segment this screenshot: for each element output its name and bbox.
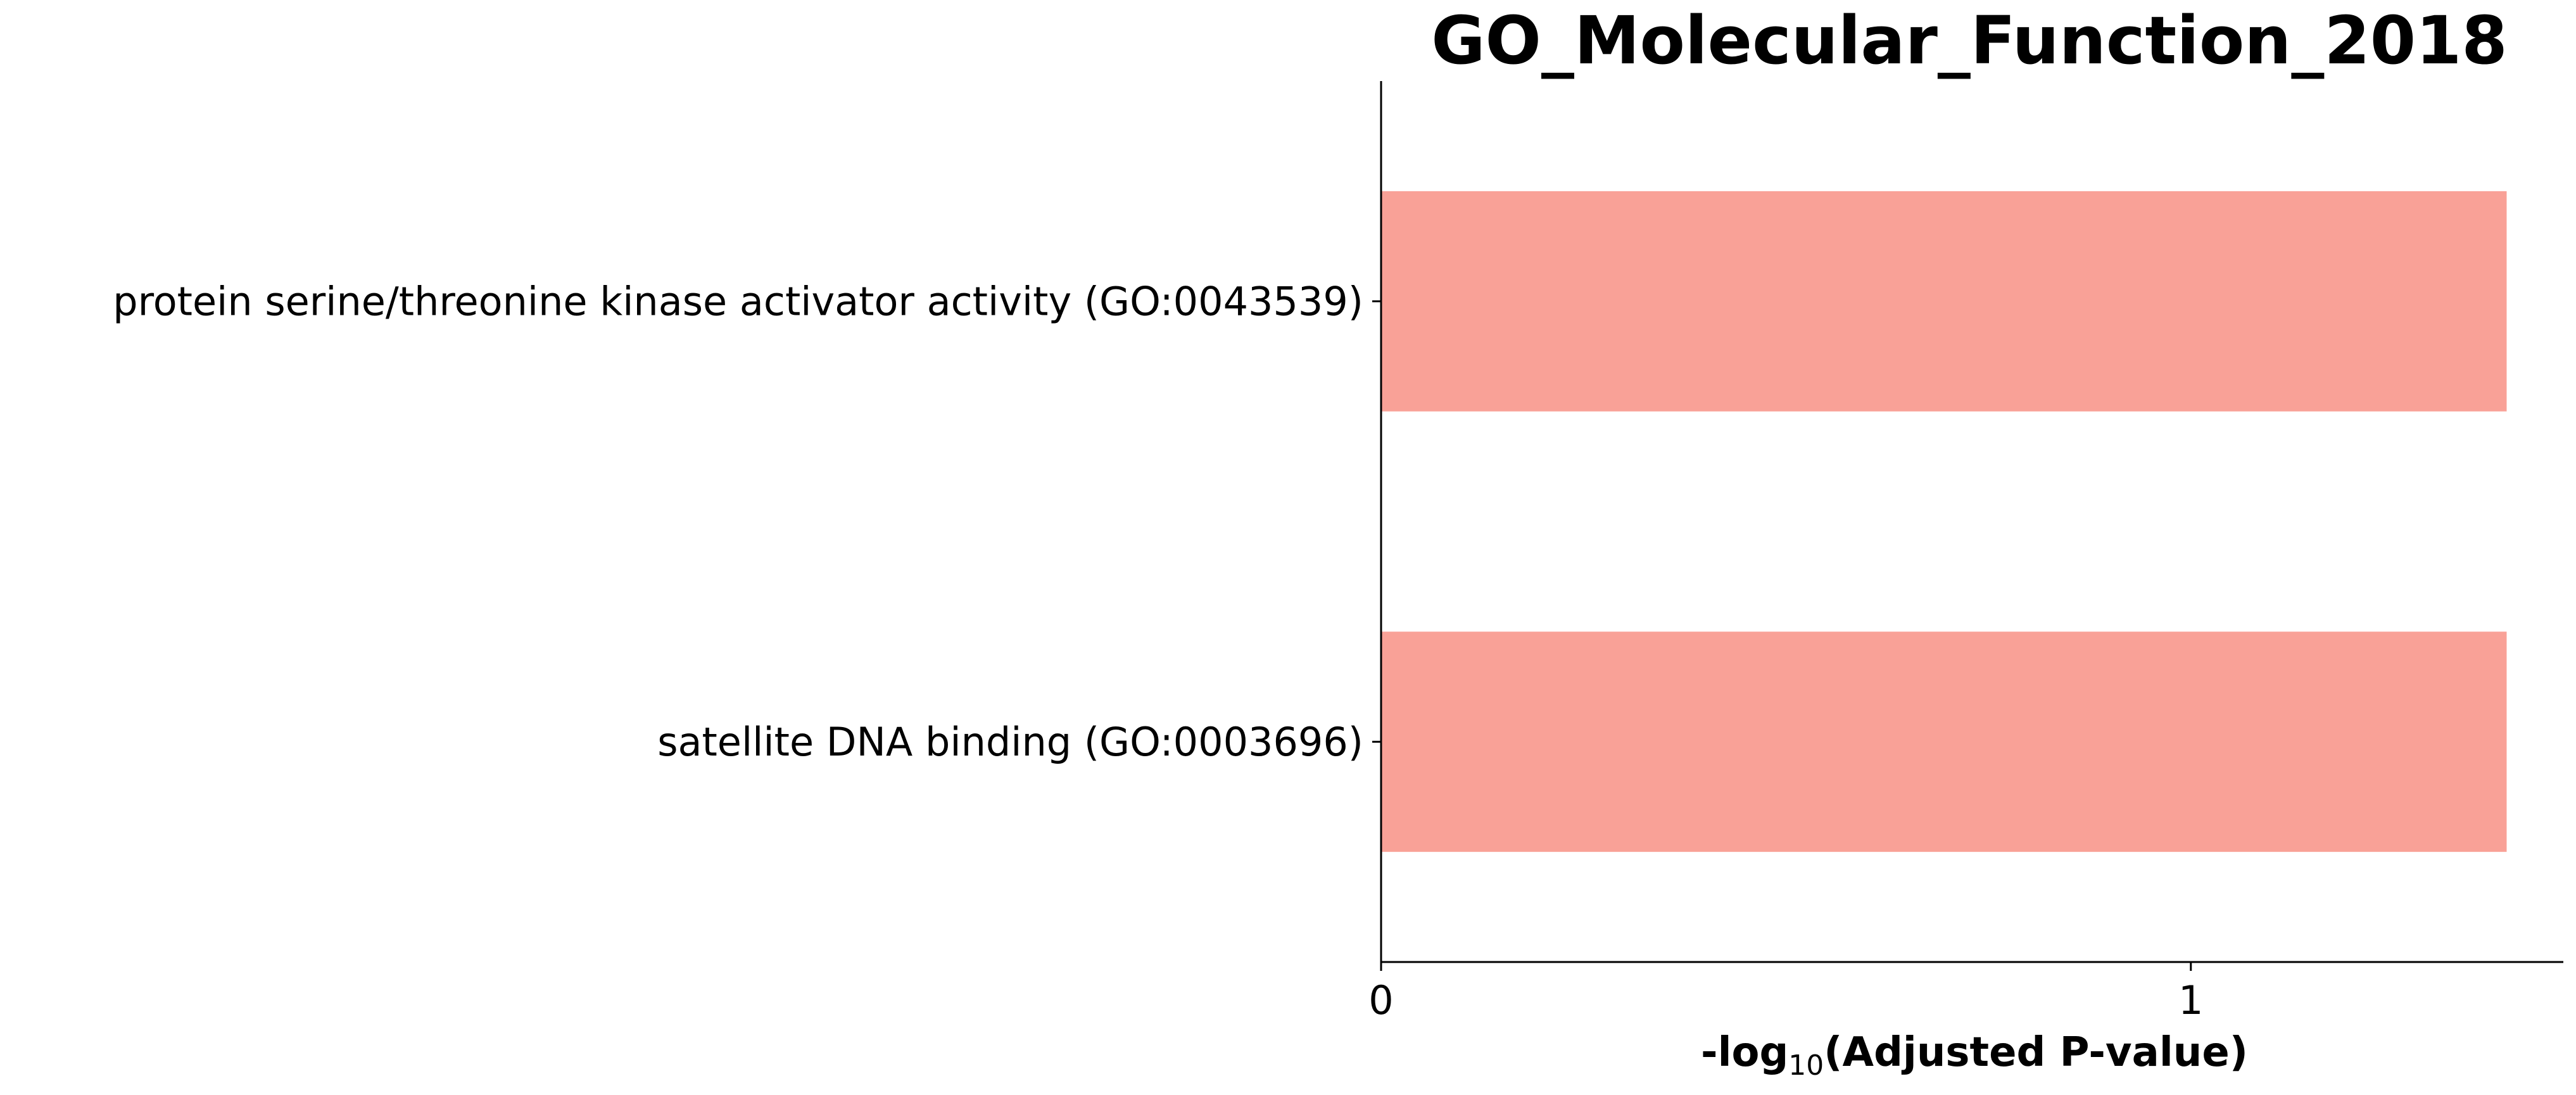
y-ticks-layer: protein serine/threonine kinase activato… — [113, 278, 1381, 765]
y-tick-label: satellite DNA binding (GO:0003696) — [657, 719, 1363, 765]
x-axis-label-subscript: 10 — [1788, 1049, 1824, 1082]
y-tick-label: protein serine/threonine kinase activato… — [113, 278, 1363, 324]
bars-layer — [1381, 191, 2507, 852]
bar — [1381, 191, 2507, 412]
x-axis-label: -log10(Adjusted P-value) — [1701, 1029, 2248, 1082]
x-tick-label: 0 — [1368, 977, 1393, 1023]
x-axis-label-suffix: (Adjusted P-value) — [1824, 1029, 2248, 1076]
bar — [1381, 631, 2507, 852]
x-axis-label-prefix: -log — [1701, 1029, 1788, 1076]
x-tick-label: 1 — [2178, 977, 2203, 1023]
chart-title: GO_Molecular_Function_2018 — [1431, 2, 2508, 79]
